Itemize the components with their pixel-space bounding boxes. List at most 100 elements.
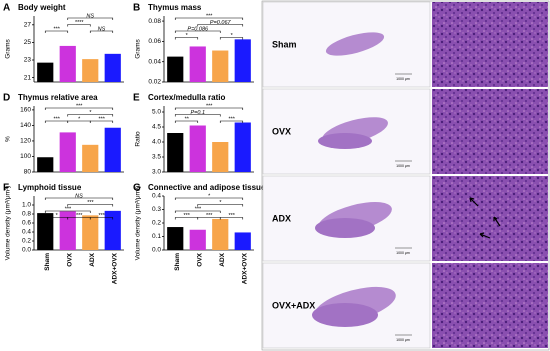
bracket bbox=[89, 30, 114, 33]
chart-title: Thymus mass bbox=[148, 3, 202, 12]
y-tick-label: 5.0 bbox=[152, 109, 161, 116]
bar bbox=[59, 211, 76, 250]
significance: * bbox=[230, 33, 233, 39]
significance: P=0.067 bbox=[210, 20, 232, 26]
bracket bbox=[89, 217, 114, 220]
row-label: Sham bbox=[272, 39, 297, 49]
significance: NS bbox=[98, 26, 106, 32]
y-tick-label: 0.0 bbox=[22, 247, 31, 254]
significance: P=0.1 bbox=[190, 110, 205, 116]
y-axis-label: Ratio bbox=[135, 131, 142, 147]
y-axis-label: % bbox=[5, 136, 12, 142]
significance: NS bbox=[86, 13, 94, 19]
y-tick-label: 0.0 bbox=[152, 247, 161, 254]
bar bbox=[104, 127, 121, 172]
significance: *** bbox=[53, 26, 60, 32]
y-tick-label: 160 bbox=[20, 107, 31, 114]
bracket bbox=[174, 30, 221, 33]
y-tick-label: 0.08 bbox=[148, 18, 161, 25]
scale-label: 1000 μm bbox=[396, 338, 410, 342]
bracket bbox=[67, 204, 114, 207]
y-tick-label: 21 bbox=[24, 74, 32, 81]
significance: ** bbox=[184, 116, 189, 122]
y-tick-label: 0.3 bbox=[152, 206, 161, 213]
arrow bbox=[493, 216, 501, 227]
x-tick-label: Sham bbox=[44, 253, 51, 271]
texture-image bbox=[432, 2, 548, 87]
significance: **** bbox=[75, 20, 84, 26]
significance: * bbox=[219, 200, 222, 206]
significance: *** bbox=[206, 13, 213, 19]
bar bbox=[234, 232, 251, 250]
bracket bbox=[44, 107, 114, 110]
significance: *** bbox=[206, 103, 213, 109]
chart-title: Lymphoid tissue bbox=[18, 183, 82, 192]
bracket bbox=[67, 24, 91, 27]
chart-title: Cortex/medulla ratio bbox=[148, 93, 225, 102]
bar bbox=[59, 132, 76, 172]
panel-letter: G bbox=[133, 183, 141, 194]
bar bbox=[167, 56, 184, 82]
bracket bbox=[67, 17, 114, 20]
tissue bbox=[325, 32, 385, 56]
bracket bbox=[197, 24, 244, 27]
bracket bbox=[44, 197, 114, 200]
chart-title: Body weight bbox=[18, 3, 66, 12]
scale-label: 1000 μm bbox=[396, 251, 410, 255]
y-tick-label: 0.2 bbox=[152, 220, 161, 227]
texture-image bbox=[432, 263, 548, 348]
y-tick-label: 23 bbox=[24, 57, 32, 64]
bar bbox=[189, 125, 206, 172]
y-tick-label: 0.4 bbox=[22, 229, 31, 236]
bracket bbox=[174, 114, 221, 117]
significance: *** bbox=[228, 116, 235, 122]
bar bbox=[82, 215, 99, 250]
panel-letter: A bbox=[3, 3, 10, 14]
significance: *** bbox=[228, 213, 235, 219]
y-axis-label: Volume density (μm³/μm³) bbox=[135, 186, 142, 261]
significance: *** bbox=[87, 200, 94, 206]
bracket bbox=[174, 37, 199, 40]
x-tick-label: Sham bbox=[174, 253, 181, 271]
bracket bbox=[219, 37, 244, 40]
y-tick-label: 120 bbox=[20, 138, 31, 145]
row-label: OVX bbox=[272, 126, 291, 136]
bar bbox=[212, 218, 229, 250]
y-tick-label: 27 bbox=[24, 22, 32, 29]
bracket bbox=[67, 114, 114, 117]
y-tick-label: 4.5 bbox=[152, 124, 161, 131]
bar bbox=[234, 122, 251, 172]
significance: *** bbox=[98, 116, 105, 122]
bar bbox=[82, 59, 99, 82]
bar bbox=[234, 39, 251, 82]
row-label: ADX bbox=[272, 213, 291, 223]
y-tick-label: 0.02 bbox=[148, 79, 161, 86]
y-tick-label: 25 bbox=[24, 39, 32, 46]
bar bbox=[167, 227, 184, 250]
y-axis-label: Volume density (μm³/μm³) bbox=[5, 186, 12, 261]
significance: * bbox=[185, 33, 188, 39]
x-tick-label: ADX+OVX bbox=[241, 252, 248, 284]
arrow bbox=[469, 197, 479, 207]
scale-label: 1000 μm bbox=[396, 77, 410, 81]
panel-frame bbox=[261, 0, 550, 351]
significance: *** bbox=[98, 213, 105, 219]
bracket bbox=[174, 107, 244, 110]
y-tick-label: 100 bbox=[20, 153, 31, 160]
row-label: OVX+ADX bbox=[272, 300, 315, 310]
significance: * bbox=[208, 193, 211, 199]
bar bbox=[37, 213, 54, 250]
bar bbox=[82, 144, 99, 172]
y-tick-label: 0.04 bbox=[148, 58, 161, 65]
y-tick-label: 0.2 bbox=[22, 238, 31, 245]
bar bbox=[189, 229, 206, 250]
bracket bbox=[174, 197, 244, 200]
y-tick-label: 4.0 bbox=[152, 139, 161, 146]
texture-image bbox=[432, 176, 548, 261]
significance: * bbox=[78, 116, 81, 122]
significance: * bbox=[55, 213, 58, 219]
bar bbox=[189, 46, 206, 82]
bracket bbox=[89, 120, 114, 123]
significance: *** bbox=[76, 103, 83, 109]
